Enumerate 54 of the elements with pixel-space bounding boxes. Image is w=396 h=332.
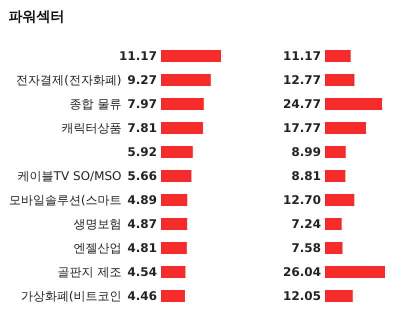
- data-label: 4.81: [127, 241, 157, 255]
- data-label: 8.99: [291, 145, 321, 159]
- bar: [161, 50, 221, 62]
- bar: [161, 194, 188, 206]
- y-tick-label: 전자결제(전자화폐): [16, 73, 122, 87]
- data-label: 7.24: [291, 217, 321, 231]
- data-label: 4.87: [127, 217, 157, 231]
- bar: [325, 146, 346, 158]
- bar: [325, 122, 366, 134]
- data-label: 7.97: [127, 97, 157, 111]
- text: 파워섹터: [8, 9, 64, 25]
- data-label: 12.77: [283, 73, 321, 87]
- data-label: 26.04: [283, 265, 321, 279]
- data-label: 11.17: [119, 49, 157, 63]
- data-label: 12.70: [283, 193, 321, 207]
- bar: [325, 50, 351, 62]
- y-tick-label: 캐릭터상품: [62, 121, 122, 135]
- data-label: 9.27: [127, 73, 157, 87]
- data-label: 4.54: [127, 265, 157, 279]
- bar: [325, 266, 385, 278]
- y-tick-label: 생명보험: [74, 217, 122, 231]
- data-label: 4.46: [127, 289, 157, 303]
- data-label: 17.77: [283, 121, 321, 135]
- bar: [161, 266, 186, 278]
- bar: [161, 218, 188, 230]
- data-label: 4.89: [127, 193, 157, 207]
- data-label: 8.81: [291, 169, 321, 183]
- bar: [161, 98, 204, 110]
- data-label: 7.81: [127, 121, 157, 135]
- data-label: 7.58: [291, 241, 321, 255]
- data-label: 24.77: [283, 97, 321, 111]
- bar: [325, 98, 382, 110]
- data-label: 12.05: [283, 289, 321, 303]
- bar: [161, 170, 192, 182]
- bar: [161, 122, 203, 134]
- bar: [325, 290, 353, 302]
- data-label: 5.66: [127, 169, 157, 183]
- y-tick-label: 엔젤산업: [74, 241, 122, 255]
- y-tick-label: 종합 물류: [70, 97, 122, 111]
- bar: [161, 290, 185, 302]
- data-label: 5.92: [127, 145, 157, 159]
- bar: [325, 74, 354, 86]
- y-tick-label: 모바일솔루션(스마트: [8, 193, 122, 207]
- data-label: 11.17: [283, 49, 321, 63]
- bar: [161, 242, 187, 254]
- bar: [161, 74, 211, 86]
- bar: [325, 242, 342, 254]
- y-tick-label: 골판지 제조: [58, 265, 122, 279]
- bar: [325, 194, 354, 206]
- y-tick-label: 가상화폐(비트코인: [20, 289, 122, 303]
- y-tick-label: 케이블TV SO/MSO: [18, 169, 122, 183]
- bar: [325, 218, 342, 230]
- bar: [161, 146, 193, 158]
- bar: [325, 170, 346, 182]
